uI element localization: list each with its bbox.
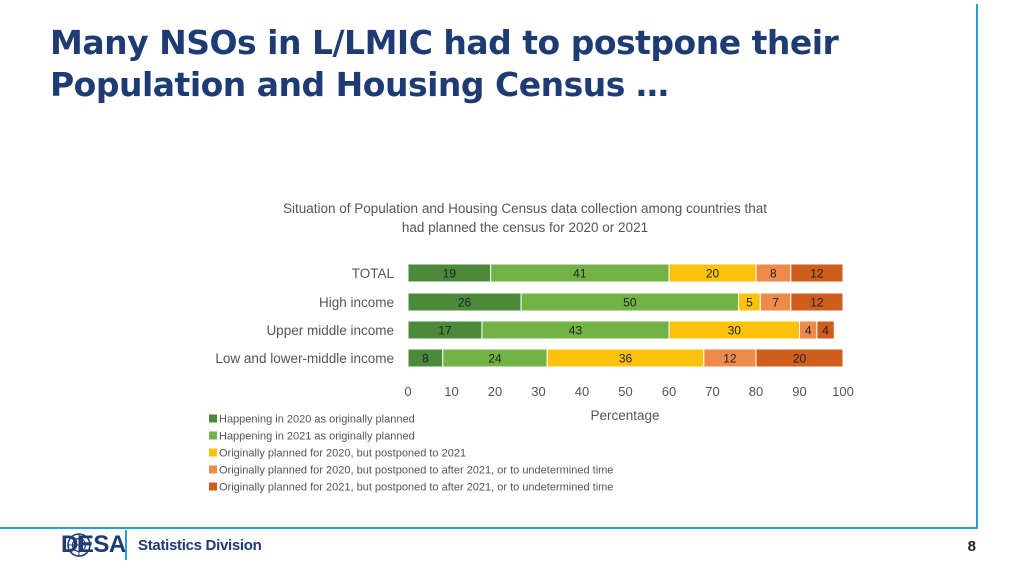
x-tick-label: 70	[705, 384, 719, 399]
category-label: High income	[319, 295, 394, 310]
legend-swatch	[209, 465, 217, 474]
statistics-division-label: Statistics Division	[138, 537, 262, 554]
data-label: 12	[810, 296, 824, 310]
bars-layer: 19 41 20 8 12 26 50 5 7 12 17 43 30 4 4 8 24 36 12 20	[407, 263, 844, 368]
data-label: 8	[770, 267, 777, 281]
data-label: 4	[822, 324, 829, 338]
bar-segment	[790, 292, 844, 312]
data-label: 17	[438, 324, 452, 338]
legend-label: Originally planned for 2020, but postpon…	[219, 448, 466, 460]
x-tick-label: 100	[832, 384, 854, 399]
data-label: 36	[619, 352, 633, 366]
data-label: 19	[443, 267, 457, 281]
x-tick-label: 10	[444, 384, 458, 399]
x-tick-label: 90	[792, 384, 806, 399]
x-tick-label: 40	[575, 384, 589, 399]
slide-title: Many NSOs in L/LMIC had to postpone thei…	[50, 22, 930, 106]
category-label: TOTAL	[352, 266, 395, 281]
data-label: 50	[623, 296, 637, 310]
data-label: 5	[746, 296, 753, 310]
legend-label: Happening in 2020 as originally planned	[219, 414, 415, 426]
category-label: Low and lower-middle income	[215, 351, 394, 366]
data-label: 24	[488, 352, 502, 366]
data-label: 8	[422, 352, 429, 366]
x-tick-label: 0	[404, 384, 411, 399]
data-label: 41	[573, 267, 587, 281]
legend-swatch	[209, 448, 217, 457]
x-tick-label: 30	[531, 384, 545, 399]
data-label: 20	[706, 267, 720, 281]
right-accent-line	[976, 4, 978, 528]
category-labels: TOTAL High income Upper middle income Low a…	[215, 266, 394, 366]
data-label: 12	[810, 267, 824, 281]
legend-label: Originally planned for 2021, but postpon…	[219, 482, 613, 494]
legend: Happening in 2020 as originally planned H…	[209, 414, 613, 494]
footer-divider	[125, 530, 127, 560]
legend-swatch	[209, 414, 217, 423]
legend-label: Originally planned for 2020, but postpon…	[219, 465, 613, 477]
legend-swatch	[209, 482, 217, 491]
data-label: 43	[569, 324, 583, 338]
x-tick-label: 20	[488, 384, 502, 399]
x-tick-label: 60	[662, 384, 676, 399]
data-label: 12	[723, 352, 737, 366]
chart-title-line-2: had planned the census for 2020 or 2021	[402, 220, 648, 235]
title-line-2: Population and Housing Census …	[50, 65, 669, 104]
bar-segment	[755, 348, 844, 368]
desa-logo-text: DESA	[61, 531, 126, 558]
page-number: 8	[967, 538, 976, 555]
category-label: Upper middle income	[266, 323, 394, 338]
bar-segment	[816, 320, 835, 340]
chart-title-line-1: Situation of Population and Housing Cens…	[283, 201, 767, 216]
data-label: 26	[458, 296, 472, 310]
legend-label: Happening in 2021 as originally planned	[219, 431, 415, 443]
bottom-accent-line	[0, 527, 978, 529]
data-label: 7	[772, 296, 779, 310]
x-tick-label: 80	[749, 384, 763, 399]
data-label: 4	[805, 324, 812, 338]
x-tick-label: 50	[618, 384, 632, 399]
un-emblem-icon	[67, 533, 91, 557]
title-line-1: Many NSOs in L/LMIC had to postpone thei…	[50, 23, 839, 62]
x-axis-label: Percentage	[590, 408, 659, 423]
data-label: 20	[793, 352, 807, 366]
legend-swatch	[209, 431, 217, 440]
bar-segment	[790, 263, 844, 283]
data-label: 30	[728, 324, 742, 338]
x-ticks: 0 10 20 30 40 50 60 70 80 90 100	[404, 384, 853, 399]
